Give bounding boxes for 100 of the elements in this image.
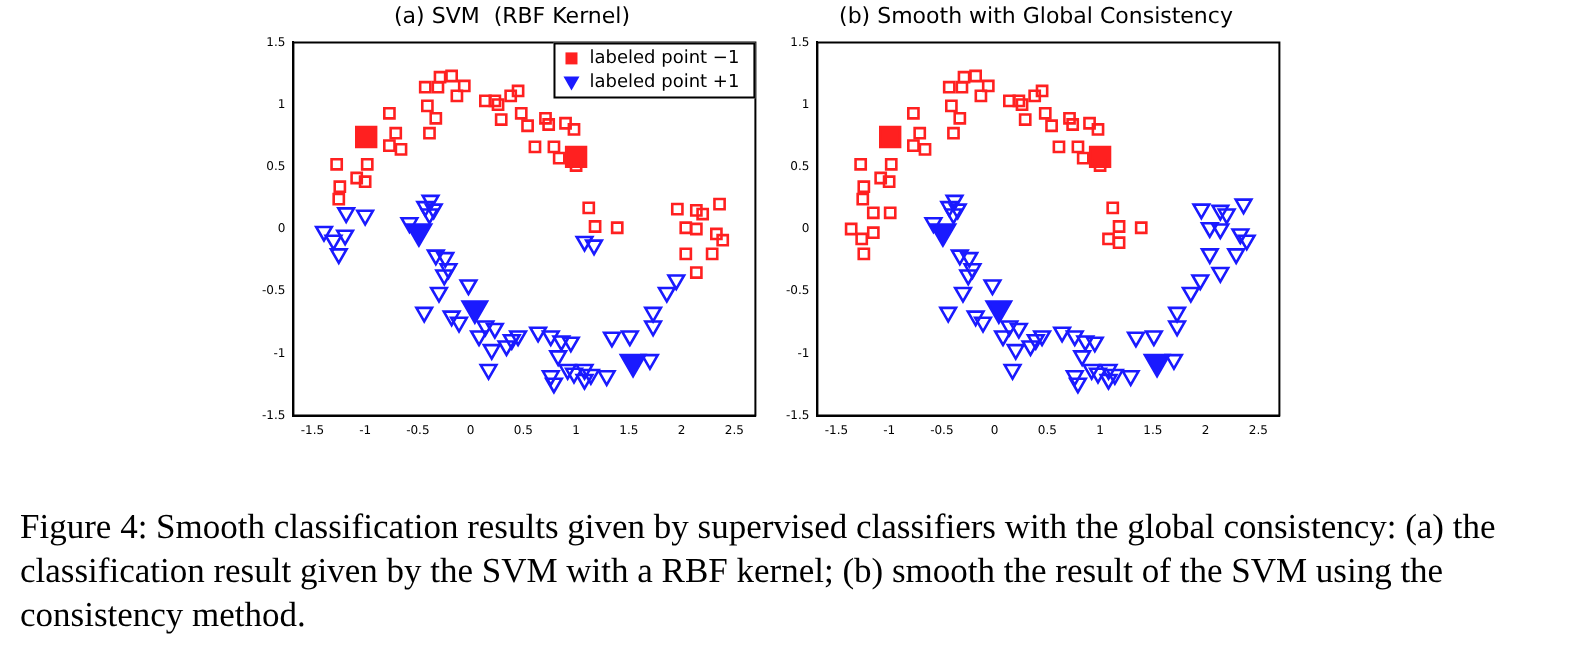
- point: [1099, 363, 1118, 380]
- point: [1112, 236, 1126, 250]
- point: [1191, 274, 1210, 291]
- point: [354, 125, 378, 149]
- point: [1231, 228, 1250, 245]
- point: [884, 157, 898, 171]
- point: [488, 94, 502, 108]
- point: [476, 320, 495, 337]
- point: [1121, 369, 1140, 387]
- point: [358, 175, 372, 189]
- point: [350, 171, 364, 185]
- point: [564, 367, 584, 384]
- point: [541, 369, 560, 387]
- point: [330, 157, 344, 171]
- point: [882, 175, 896, 189]
- point: [1032, 330, 1052, 347]
- point: [457, 79, 471, 93]
- point: [1164, 353, 1184, 370]
- point: [942, 80, 956, 94]
- point: [418, 80, 432, 94]
- point: [508, 330, 528, 347]
- point: [394, 142, 408, 156]
- point: [1144, 330, 1163, 347]
- legend-label: labeled point +1: [589, 73, 740, 94]
- point: [420, 99, 434, 113]
- point: [469, 330, 489, 347]
- point: [1018, 113, 1032, 126]
- point: [918, 142, 932, 156]
- point: [478, 94, 492, 108]
- point: [461, 300, 489, 324]
- point: [713, 197, 726, 211]
- point: [497, 340, 516, 357]
- point: [907, 106, 920, 120]
- point: [502, 333, 521, 351]
- point: [439, 263, 458, 280]
- point: [1211, 204, 1230, 221]
- point: [689, 266, 703, 279]
- point: [491, 98, 505, 111]
- point: [400, 216, 419, 234]
- point: [415, 306, 434, 323]
- point: [423, 126, 436, 140]
- point: [981, 79, 995, 93]
- point: [1200, 221, 1219, 239]
- point: [953, 286, 973, 303]
- point: [504, 89, 518, 103]
- point: [948, 203, 967, 220]
- point: [544, 377, 564, 394]
- point: [866, 226, 880, 240]
- point: [558, 363, 577, 380]
- point: [944, 208, 963, 225]
- point: [552, 151, 566, 165]
- legend-label: labeled point −1: [589, 49, 740, 70]
- point: [857, 247, 871, 261]
- point: [1063, 111, 1076, 125]
- point: [1065, 369, 1084, 387]
- point: [1227, 248, 1246, 265]
- point: [1083, 116, 1096, 130]
- point: [485, 322, 504, 339]
- point: [1211, 266, 1230, 283]
- point: [588, 220, 602, 233]
- point: [959, 269, 978, 286]
- point: [383, 106, 396, 120]
- point: [567, 123, 581, 136]
- point: [969, 69, 983, 83]
- point: [913, 126, 927, 140]
- point: [1126, 331, 1146, 348]
- point: [883, 206, 897, 220]
- point: [619, 353, 647, 378]
- point: [696, 207, 710, 221]
- point: [459, 279, 478, 296]
- point: [1099, 373, 1118, 390]
- point: [983, 279, 1002, 296]
- point: [689, 203, 703, 217]
- point: [431, 80, 445, 94]
- point: [482, 343, 501, 360]
- point: [329, 248, 348, 265]
- point: [416, 200, 435, 217]
- point: [539, 111, 552, 125]
- point: [1237, 234, 1256, 251]
- point: [514, 106, 528, 120]
- point: [445, 69, 459, 83]
- point: [856, 192, 870, 206]
- caption: Figure 4: Smooth classification results given by supervised classifiers with the global consistency: (a) the classification result given by the SVM with a RBF kernel; (b) smooth the result of the SVM using the consistency method.: [20, 504, 1498, 636]
- point: [1076, 151, 1090, 165]
- point: [529, 326, 548, 343]
- point: [575, 373, 594, 390]
- point: [866, 206, 880, 220]
- point: [1035, 84, 1049, 98]
- point: [878, 125, 902, 149]
- point: [1045, 119, 1058, 133]
- point: [1167, 320, 1187, 337]
- point: [1134, 221, 1148, 235]
- point: [667, 274, 686, 291]
- point: [433, 70, 447, 84]
- point: [1106, 201, 1120, 215]
- point: [1211, 223, 1230, 240]
- point: [429, 286, 449, 303]
- point: [521, 119, 534, 133]
- point: [924, 216, 943, 234]
- point: [1085, 336, 1104, 353]
